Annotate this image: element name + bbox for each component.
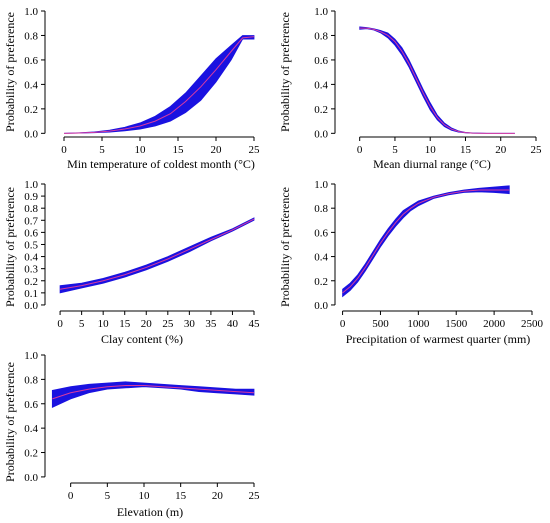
y-tick-label: 0.3 (24, 264, 38, 276)
x-tick-label: 30 (184, 318, 196, 330)
response-curve (359, 27, 515, 134)
chart-panel-min-temperature: 0.0 0.2 0.4 0.6 0.8 1.0 0 5 10 15 20 25 Min tempera… (3, 6, 260, 171)
x-tick-label: 15 (460, 144, 472, 156)
chart-panel-precipitation-warmest-quarter: 0.0 0.2 0.4 0.6 0.8 1.0 0 500 1000 1500 2000 2500 P… (278, 179, 544, 346)
confidence-band (59, 217, 255, 294)
y-tick-label: 0.8 (314, 30, 328, 42)
response-curve (59, 218, 255, 290)
confidence-band (342, 185, 510, 298)
x-tick-label: 0 (340, 318, 346, 330)
plot-area: 0.0 0.2 0.4 0.6 0.8 1.0 0 5 10 15 20 25 (314, 6, 542, 156)
x-tick-label: 1500 (445, 318, 468, 330)
y-tick-label: 0.4 (24, 423, 38, 435)
x-tick-label: 500 (372, 318, 389, 330)
y-tick-label: 0.6 (314, 55, 328, 67)
x-tick-label: 10 (135, 144, 147, 156)
x-tick-label: 2000 (483, 318, 506, 330)
x-tick-label: 5 (105, 490, 111, 502)
y-tick-label: 0.0 (24, 128, 38, 140)
confidence-band (51, 381, 255, 409)
y-tick-label: 0.0 (24, 300, 38, 312)
y-tick-label: 1.0 (314, 179, 328, 191)
y-tick-label: 1.0 (24, 179, 38, 191)
x-axis-title: Elevation (m) (117, 505, 183, 519)
y-axis-title: Probability of preference (278, 187, 292, 307)
x-tick-label: 40 (227, 318, 239, 330)
x-tick-label: 0 (57, 318, 63, 330)
y-tick-label: 0.6 (314, 227, 328, 239)
y-tick-label: 0.0 (314, 128, 328, 140)
y-tick-label: 1.0 (24, 6, 38, 18)
y-tick-label: 0.0 (314, 300, 328, 312)
y-axis-title: Probability of preference (3, 12, 17, 132)
response-curve (342, 189, 510, 294)
y-tick-label: 0.2 (24, 104, 38, 116)
x-tick-label: 15 (119, 318, 131, 330)
chart-panel-mean-diurnal-range: 0.0 0.2 0.4 0.6 0.8 1.0 0 5 10 15 20 25 Mean diurna… (278, 6, 542, 171)
y-axis-title: Probability of preference (278, 12, 292, 132)
x-axis-title: Mean diurnal range (°C) (373, 157, 491, 171)
y-tick-label: 0.2 (24, 448, 38, 460)
x-tick-label: 1000 (407, 318, 430, 330)
y-axis-title: Probability of preference (3, 187, 17, 307)
x-tick-label: 0 (357, 144, 363, 156)
chart-panel-elevation: 0.0 0.2 0.4 0.6 0.8 1.0 0 5 10 15 20 25 Elevation (… (3, 350, 260, 519)
y-tick-label: 0.4 (24, 252, 38, 264)
x-tick-label: 20 (212, 490, 224, 502)
plot-area: 0.0 0.2 0.4 0.6 0.8 1.0 0 5 10 15 20 25 (24, 350, 260, 502)
x-axis-title: Precipitation of warmest quarter (mm) (346, 332, 531, 346)
y-axis-title: Probability of preference (3, 362, 17, 482)
plot-area: 0.0 0.2 0.4 0.6 0.8 1.0 0 500 1000 1500 2000 2500 (314, 179, 543, 330)
plot-area: 0.0 0.2 0.4 0.6 0.8 1.0 0 5 10 15 20 25 (24, 6, 260, 156)
response-curve (63, 36, 255, 134)
x-tick-label: 0 (68, 490, 74, 502)
y-tick-label: 1.0 (24, 350, 38, 362)
x-tick-label: 15 (173, 144, 185, 156)
y-tick-label: 0.4 (24, 79, 38, 91)
plot-area: 0.00.10.20.30.40.50.60.70.80.91.0 0 5 10 15 2… (24, 179, 260, 330)
y-tick-label: 0.6 (24, 55, 38, 67)
confidence-band (63, 35, 255, 134)
x-tick-label: 20 (141, 318, 153, 330)
y-tick-label: 0.1 (24, 288, 38, 300)
y-tick-label: 0.4 (314, 252, 328, 264)
x-tick-label: 10 (425, 144, 437, 156)
y-tick-label: 0.0 (24, 472, 38, 484)
y-tick-label: 0.8 (24, 203, 38, 215)
x-tick-label: 0 (61, 144, 67, 156)
x-tick-label: 45 (249, 318, 261, 330)
x-tick-label: 25 (249, 144, 261, 156)
x-axis-title: Clay content (%) (101, 332, 183, 346)
y-tick-label: 0.2 (314, 104, 328, 116)
x-tick-label: 35 (205, 318, 217, 330)
x-tick-label: 10 (98, 318, 110, 330)
x-tick-label: 2500 (521, 318, 544, 330)
x-tick-label: 5 (392, 144, 398, 156)
x-tick-label: 10 (139, 490, 151, 502)
x-tick-label: 5 (79, 318, 85, 330)
x-tick-label: 15 (175, 490, 187, 502)
y-tick-label: 0.2 (314, 276, 328, 288)
y-tick-label: 0.8 (314, 203, 328, 215)
y-tick-label: 0.2 (24, 276, 38, 288)
y-tick-label: 1.0 (314, 6, 328, 18)
chart-panel-clay-content: 0.00.10.20.30.40.50.60.70.80.91.0 0 5 10 15 2… (3, 179, 260, 346)
y-tick-label: 0.6 (24, 227, 38, 239)
y-tick-label: 0.7 (24, 215, 38, 227)
x-tick-label: 25 (162, 318, 174, 330)
x-tick-label: 20 (495, 144, 507, 156)
y-tick-label: 0.4 (314, 79, 328, 91)
y-tick-label: 0.8 (24, 30, 38, 42)
y-tick-label: 0.8 (24, 374, 38, 386)
y-tick-label: 0.5 (24, 239, 38, 251)
x-tick-label: 20 (211, 144, 223, 156)
x-tick-label: 5 (99, 144, 105, 156)
y-tick-label: 0.6 (24, 399, 38, 411)
y-tick-label: 0.9 (24, 191, 38, 203)
x-tick-label: 25 (531, 144, 543, 156)
x-tick-label: 25 (249, 490, 261, 502)
response-curve (52, 384, 255, 400)
x-axis-title: Min temperature of coldest month (°C) (67, 157, 255, 171)
